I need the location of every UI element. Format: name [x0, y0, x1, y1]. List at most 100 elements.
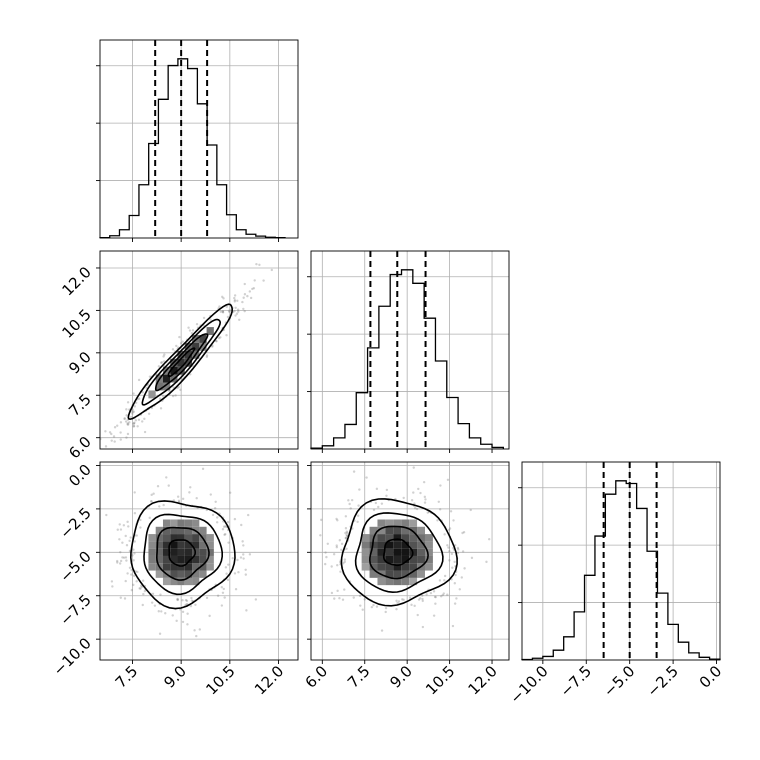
scatter-point — [165, 476, 168, 479]
contour-line — [141, 318, 222, 406]
scatter-point — [340, 542, 344, 546]
scatter-point — [198, 628, 202, 631]
scatter-point — [243, 293, 247, 296]
density-cell — [162, 563, 171, 571]
scatter-point — [216, 594, 220, 597]
density-cell — [401, 570, 410, 578]
scatter-point — [421, 625, 425, 629]
scatter-point — [171, 614, 174, 617]
scatter-point — [384, 610, 387, 614]
scatter-point — [195, 322, 199, 326]
scatter-point — [340, 548, 343, 552]
contours — [340, 498, 458, 607]
scatter-point — [224, 532, 227, 536]
scatter-point — [123, 417, 126, 421]
scatter-point — [356, 514, 360, 517]
density-cell — [409, 570, 418, 578]
scatter-point — [119, 550, 122, 554]
scatter-point — [419, 491, 422, 495]
scatter-point — [104, 430, 107, 433]
density-cell — [361, 555, 370, 564]
scatter-point — [205, 354, 209, 357]
scatter-point — [131, 554, 134, 557]
scatter-point — [342, 562, 345, 565]
density-cell — [148, 555, 156, 564]
scatter-point — [138, 587, 141, 590]
density-cell — [192, 570, 200, 578]
grid-lines — [522, 462, 720, 660]
scatter-point — [135, 580, 138, 583]
scatter-point — [125, 436, 128, 439]
contours — [129, 500, 236, 610]
scatter-point — [396, 601, 399, 605]
scatter-point — [374, 501, 378, 505]
scatter-point — [458, 588, 461, 591]
scatter-point — [446, 544, 449, 547]
density-cell — [417, 555, 425, 564]
scatter-panel-p0-p2: 7.5 9.0 10.5 12.0 −10.0 −7.5 −5.0 −2.5 0.0 — [50, 461, 299, 698]
scatter-point — [228, 310, 231, 314]
density-cell — [385, 519, 394, 527]
density-cell — [162, 519, 171, 527]
scatter-point — [110, 439, 113, 442]
density-cell — [361, 534, 370, 542]
scatter-point — [190, 596, 193, 600]
scatter-point — [244, 573, 248, 576]
density-cell — [177, 570, 185, 578]
scatter-point — [177, 499, 181, 503]
scatter-point — [227, 563, 230, 566]
scatter-point — [325, 555, 328, 559]
scatter-point — [439, 484, 442, 487]
scatter-point — [124, 579, 127, 583]
scatter-point — [345, 530, 349, 533]
contour-line — [368, 525, 429, 580]
density-cell — [385, 555, 394, 564]
scatter-point — [118, 538, 121, 541]
scatter-point — [122, 556, 126, 559]
scatter-point — [125, 414, 128, 417]
scatter-point — [330, 591, 334, 595]
scatter-point — [156, 485, 160, 488]
scatter-point — [123, 417, 126, 420]
density-cells — [148, 519, 214, 586]
panel-frame — [99, 39, 299, 239]
density-cell — [162, 541, 171, 549]
scatter-point — [441, 593, 444, 597]
density-cell — [377, 548, 386, 556]
scatter-point — [235, 312, 239, 315]
panel-frame — [99, 461, 299, 661]
density-cell — [155, 541, 163, 549]
scatter-point — [248, 553, 252, 556]
density-cell — [206, 548, 214, 556]
scatter-point — [345, 534, 349, 538]
density-cell — [192, 555, 200, 564]
scatter-point — [189, 604, 193, 608]
scatter-point — [158, 632, 162, 635]
scatter-point — [130, 415, 133, 419]
scatter-point — [121, 556, 124, 559]
scatter-point — [253, 279, 256, 282]
scatter-point — [446, 593, 449, 596]
contour-line — [168, 539, 197, 567]
x-tick-label: 9.0 — [160, 662, 190, 692]
y-tick-label: 0.0 — [65, 461, 95, 491]
scatter-point — [236, 308, 240, 311]
y-tick-label: −10.0 — [50, 634, 95, 679]
scatter-point — [113, 440, 116, 443]
scatter-point — [488, 538, 491, 541]
density-cell — [369, 526, 378, 535]
y-tick-label: −2.5 — [56, 504, 94, 542]
scatter-point — [432, 590, 436, 593]
density-cell — [170, 555, 178, 564]
scatter-point — [233, 300, 236, 303]
density-cell — [393, 563, 402, 571]
scatter-point — [163, 353, 166, 356]
density-cell — [361, 548, 370, 556]
density-cell — [424, 548, 433, 556]
x-tick-label: 7.5 — [112, 662, 142, 692]
scatter-point — [449, 510, 453, 513]
density-cell — [170, 541, 178, 549]
density-cell — [170, 570, 178, 578]
scatter-point — [171, 394, 175, 398]
scatter-point — [451, 566, 454, 569]
